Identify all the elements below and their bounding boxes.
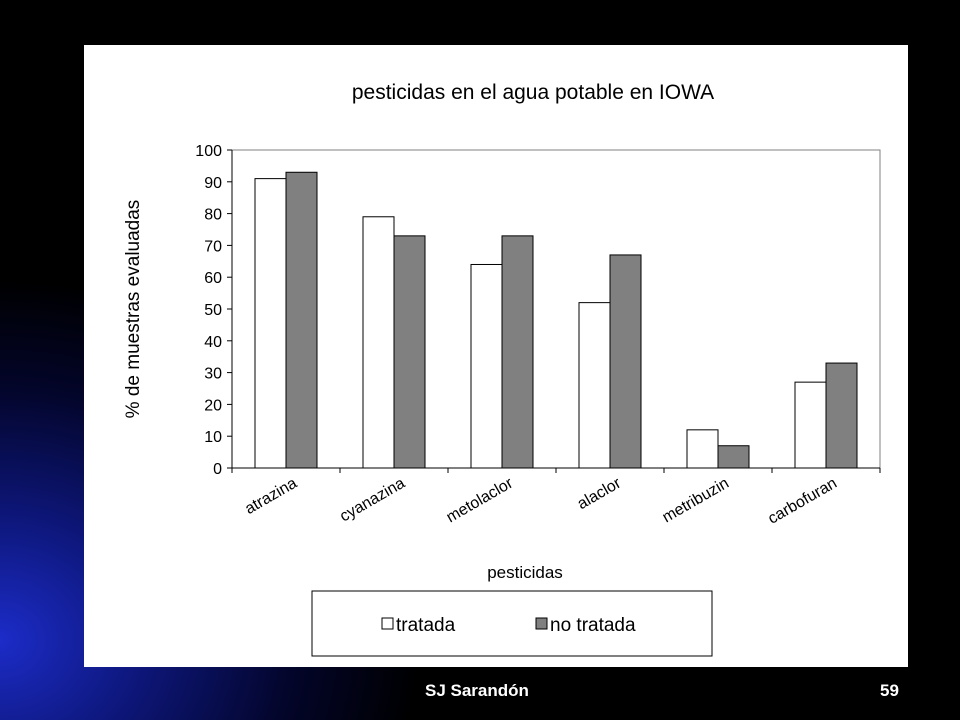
chart-panel: pesticidas en el agua potable en IOWA 0 1…: [84, 45, 908, 667]
x-tick-label: atrazina: [242, 475, 300, 518]
y-tick-label: 0: [213, 461, 222, 478]
x-tick-label: carbofuran: [765, 475, 840, 528]
y-axis-label: % de muestras evaluadas: [123, 200, 144, 419]
y-tick-label: 60: [204, 270, 222, 287]
bars: [254, 171, 858, 469]
legend-swatch-tratada: [381, 617, 394, 630]
y-tick-label: 50: [204, 302, 222, 319]
bar-tratada-carbofuran: [794, 381, 827, 469]
x-tick-label: cyanazina: [337, 475, 408, 526]
legend-swatch-no-tratada: [535, 617, 548, 630]
page-number: 59: [880, 681, 899, 700]
bar-tratada-atrazina: [254, 178, 287, 469]
x-axis-label: pesticidas: [487, 563, 563, 582]
bar-no-tratada-carbofuran: [825, 362, 858, 469]
bar-tratada-alaclor: [578, 302, 611, 469]
bar-no-tratada-atrazina: [285, 171, 318, 469]
y-tick-label: 10: [204, 429, 222, 446]
legend-box: [311, 590, 713, 657]
y-tick-label: 90: [204, 175, 222, 192]
x-tick-label: metolaclor: [444, 474, 517, 526]
plot-area: [231, 149, 881, 469]
bar-tratada-metribuzin: [686, 429, 719, 469]
legend-label-no-tratada: no tratada: [550, 615, 636, 636]
y-tick-label: 20: [204, 397, 222, 414]
x-tick-label: alaclor: [575, 474, 625, 513]
legend: tratada no tratada: [311, 590, 713, 657]
bar-chart: pesticidas en el agua potable en IOWA 0 1…: [123, 81, 881, 657]
bar-no-tratada-cyanazina: [393, 235, 426, 469]
legend-label-tratada: tratada: [396, 615, 456, 636]
y-tick-label: 80: [204, 207, 222, 224]
bar-tratada-cyanazina: [362, 216, 395, 469]
y-axis: 0 10 20 30 40 50 60 70 80 90 100: [195, 143, 233, 478]
bar-no-tratada-metolaclor: [501, 235, 534, 469]
y-tick-label: 100: [195, 143, 222, 160]
y-tick-label: 70: [204, 238, 222, 255]
bar-no-tratada-alaclor: [609, 254, 642, 469]
chart-title: pesticidas en el agua potable en IOWA: [352, 81, 714, 104]
y-tick-label: 40: [204, 334, 222, 351]
y-tick-label: 30: [204, 366, 222, 383]
x-axis: atrazina cyanazina metolaclor alaclor metrib…: [231, 467, 881, 528]
footer-author: SJ Sarandón: [425, 681, 529, 700]
x-tick-label: metribuzin: [660, 475, 732, 527]
bar-no-tratada-metribuzin: [717, 445, 750, 469]
bar-tratada-metolaclor: [470, 263, 503, 469]
